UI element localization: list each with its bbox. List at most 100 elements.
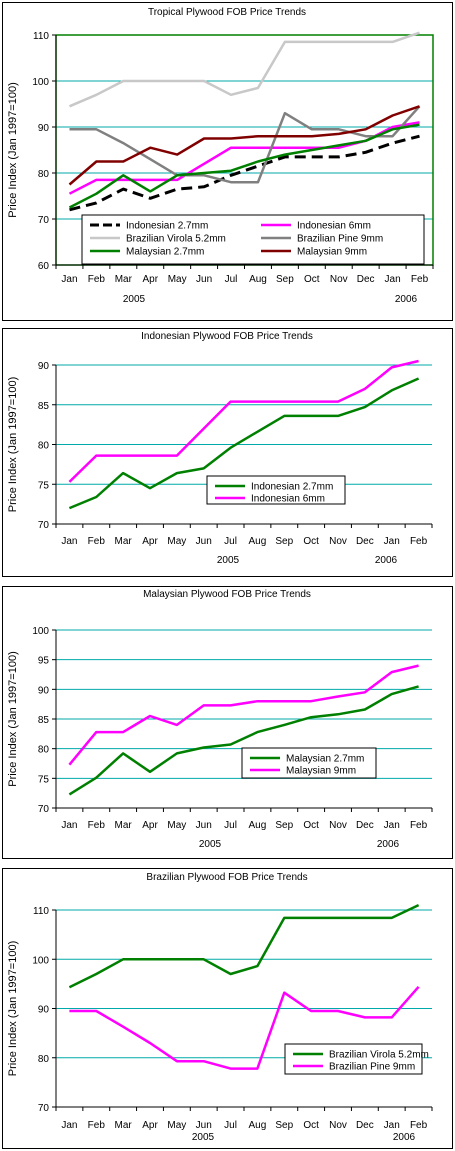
- year-label: 2006: [393, 1132, 416, 1143]
- x-tick-label: Apr: [142, 820, 158, 831]
- legend-label: Brazilian Pine 9mm: [329, 1062, 415, 1073]
- x-tick-label: Nov: [329, 820, 347, 831]
- series-line: [68, 123, 420, 209]
- y-tick-label: 85: [38, 401, 50, 412]
- series-line: [68, 377, 420, 510]
- y-tick-label: 70: [38, 520, 50, 531]
- x-tick-label: Aug: [249, 536, 267, 547]
- series-malaysian-9mm: [68, 105, 420, 186]
- chart-border: [2, 586, 453, 859]
- x-tick-label: Dec: [356, 1120, 374, 1131]
- x-tick-label: Apr: [142, 536, 158, 547]
- legend-label: Malaysian 9mm: [297, 247, 367, 258]
- y-tick-label: 80: [38, 1054, 50, 1065]
- x-tick-label: Mar: [115, 820, 133, 831]
- x-tick-label: Feb: [411, 274, 429, 285]
- year-label: 2005: [199, 839, 222, 850]
- x-tick-label: Jun: [196, 820, 212, 831]
- x-tick-label: Jul: [224, 820, 237, 831]
- legend: Indonesian 2.7mm Indonesian 6mm Brazilian …: [81, 214, 425, 265]
- x-tick-label: Dec: [357, 274, 375, 285]
- y-tick-label: 75: [38, 774, 50, 785]
- year-label: 2006: [377, 839, 400, 850]
- y-axis-label: Price Index (Jan 1997=100): [7, 941, 19, 1076]
- y-tick-label: 75: [38, 480, 50, 491]
- chart-border: [2, 328, 453, 577]
- series-malaysian-2-7mm: [68, 123, 420, 209]
- chart-border: [2, 2, 453, 321]
- x-tick-label: Apr: [142, 274, 158, 285]
- x-tick-label: Dec: [356, 536, 374, 547]
- y-tick-label: 80: [38, 745, 50, 756]
- legend-label: Brazilian Pine 9mm: [297, 234, 383, 245]
- x-tick-label: Jul: [225, 274, 238, 285]
- y-tick-label: 70: [38, 215, 50, 226]
- series-line: [68, 359, 419, 483]
- chart-1: Tropical Plywood FOB Price Trends 60 70 80 9…: [2, 2, 453, 321]
- x-tick-label: Jun: [196, 536, 212, 547]
- legend-label: Brazilian Virola 5.2mm: [329, 1050, 429, 1061]
- x-tick-label: Dec: [356, 820, 374, 831]
- series-indonesian-2-7mm: [68, 377, 420, 510]
- x-tick-label: Jan: [384, 1120, 400, 1131]
- chart-title: Tropical Plywood FOB Price Trends: [148, 7, 306, 18]
- legend-label: Brazilian Virola 5.2mm: [126, 234, 226, 245]
- y-tick-label: 80: [38, 441, 50, 452]
- y-tick-label: 110: [33, 906, 49, 917]
- x-tick-label: Jan: [61, 536, 77, 547]
- x-tick-label: Jan: [61, 1120, 77, 1131]
- x-tick-label: Nov: [329, 1120, 347, 1131]
- x-tick-label: Nov: [330, 274, 348, 285]
- series-brazilian-pine-9mm: [69, 985, 420, 1070]
- x-tick-label: Oct: [303, 1120, 319, 1131]
- series-line: [68, 664, 419, 766]
- x-tick-label: Aug: [249, 274, 267, 285]
- y-axis-label: Price Index (Jan 1997=100): [7, 651, 19, 786]
- x-tick-label: Jan: [385, 274, 401, 285]
- legend-label: Indonesian 2.7mm: [126, 221, 208, 232]
- x-tick-label: Feb: [88, 536, 106, 547]
- x-tick-label: Feb: [410, 820, 428, 831]
- x-tick-label: Jan: [61, 820, 77, 831]
- x-tick-label: Oct: [303, 820, 319, 831]
- y-tick-label: 80: [38, 169, 50, 180]
- x-tick-label: Mar: [115, 536, 133, 547]
- x-tick-label: Jun: [196, 274, 212, 285]
- series-line: [69, 985, 420, 1070]
- series-brazilian-virola-5-2mm: [68, 903, 420, 989]
- series-line: [68, 685, 419, 796]
- legend-box: [284, 1043, 423, 1075]
- y-tick-label: 90: [38, 685, 50, 696]
- x-tick-label: Oct: [303, 536, 319, 547]
- y-tick-label: 100: [32, 626, 49, 637]
- y-axis-label: Price Index (Jan 1997=100): [7, 82, 19, 217]
- chart-3: Malaysian Plywood FOB Price Trends 70 75 80…: [2, 586, 453, 859]
- year-label: 2005: [192, 1132, 215, 1143]
- chart-4: Brazilian Plywood FOB Price Trends 70 80 90…: [2, 868, 453, 1149]
- year-label: 2006: [375, 555, 398, 566]
- x-tick-label: Sep: [276, 274, 294, 285]
- chart-title: Brazilian Plywood FOB Price Trends: [146, 872, 307, 883]
- series-indonesian-2-7mm: [69, 134, 420, 212]
- series-brazilian-virola-5-2mm: [69, 31, 420, 108]
- x-tick-label: Feb: [410, 1120, 428, 1131]
- x-tick-label: May: [168, 274, 187, 285]
- y-tick-label: 70: [38, 804, 50, 815]
- legend-label: Malaysian 9mm: [286, 766, 356, 777]
- year-label: 2005: [217, 555, 240, 566]
- legend-label: Malaysian 2.7mm: [126, 247, 204, 258]
- year-label: 2006: [395, 294, 418, 305]
- y-tick-label: 85: [38, 715, 50, 726]
- series-line: [68, 105, 420, 186]
- x-tick-label: Feb: [88, 1120, 106, 1131]
- y-tick-label: 100: [32, 955, 49, 966]
- x-tick-label: Jan: [61, 274, 77, 285]
- series-malaysian-2-7mm: [68, 685, 419, 796]
- chart-title: Indonesian Plywood FOB Price Trends: [141, 331, 313, 342]
- x-tick-label: Sep: [275, 820, 293, 831]
- x-tick-label: Sep: [275, 536, 293, 547]
- x-tick-label: Jul: [224, 536, 237, 547]
- y-tick-label: 95: [38, 656, 50, 667]
